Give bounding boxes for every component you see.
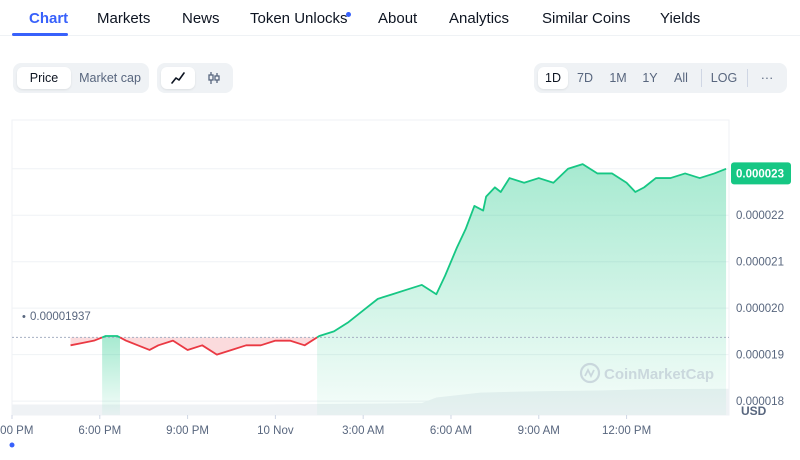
x-tick-label: 9:00 PM	[166, 425, 209, 437]
y-tick-label: 0.000021	[736, 257, 784, 269]
market-cap-button[interactable]: Market cap	[79, 71, 141, 85]
y-axis: 0.0000230.0000220.0000210.0000200.000019…	[736, 210, 784, 408]
price-line-down	[119, 336, 318, 356]
x-tick-label: 3:00 PM	[0, 425, 33, 437]
price-line-group	[70, 163, 727, 356]
x-tick-label: 6:00 AM	[430, 425, 472, 437]
range-1y-button[interactable]: 1Y	[642, 71, 658, 85]
price-fill-up	[317, 164, 727, 415]
y-tick-label: 0.000018	[736, 396, 784, 408]
x-tick-label: 12:00 PM	[602, 425, 651, 437]
range-1d-button[interactable]: 1D	[538, 67, 568, 89]
x-tick-label: 3:00 AM	[342, 425, 384, 437]
tab-chart[interactable]: Chart	[29, 10, 69, 27]
tab-news[interactable]: News	[182, 10, 220, 27]
metric-toggle: Price Market cap	[13, 63, 149, 93]
tab-markets[interactable]: Markets	[97, 10, 151, 27]
line-chart-icon[interactable]	[161, 67, 195, 89]
candlestick-icon[interactable]	[197, 67, 231, 89]
watermark-text: CoinMarketCap	[604, 366, 714, 383]
notification-dot	[346, 12, 351, 17]
price-line-up	[316, 163, 727, 339]
price-fill-up	[102, 336, 120, 415]
price-line-up	[101, 335, 121, 339]
y-axis-unit: USD	[741, 404, 767, 418]
price-chart[interactable]: CoinMarketCap 0.000023 0.000022 0.000021 0.…	[0, 110, 800, 460]
time-range-selector: 1D 7D 1M 1Y All LOG ···	[534, 63, 787, 93]
top-nav: Chart Markets News Token Unlocks About A…	[0, 0, 800, 36]
price-button[interactable]: Price	[17, 67, 71, 89]
range-7d-button[interactable]: 7D	[577, 71, 593, 85]
more-options-button[interactable]: ···	[760, 71, 774, 85]
log-scale-button[interactable]: LOG	[710, 71, 738, 85]
tab-token-unlocks[interactable]: Token Unlocks	[250, 10, 348, 27]
x-axis-marker	[9, 442, 15, 448]
chart-style-toggle	[157, 63, 233, 93]
active-tab-indicator	[12, 33, 68, 36]
price-chart-svg: CoinMarketCap 0.000023 0.000022 0.000021 0.…	[0, 119, 791, 448]
tab-about[interactable]: About	[378, 10, 418, 27]
baseline-price-label: 0.00001937	[30, 311, 91, 323]
x-tick-label: 9:00 AM	[518, 425, 560, 437]
tab-similar-coins[interactable]: Similar Coins	[542, 10, 631, 27]
toolbar-divider	[747, 69, 748, 87]
x-tick-label: 6:00 PM	[78, 425, 121, 437]
range-1m-button[interactable]: 1M	[609, 71, 627, 85]
x-axis: 3:00 PM 6:00 PM 9:00 PM 10 Nov 3:00 AM 6:00 A…	[0, 415, 651, 448]
toolbar-divider	[701, 69, 702, 87]
current-price-label: 0.000023	[736, 168, 784, 180]
range-all-button[interactable]: All	[674, 71, 688, 85]
baseline-marker: •	[22, 311, 26, 323]
y-tick-label: 0.000020	[736, 303, 784, 315]
tab-yields[interactable]: Yields	[660, 10, 701, 27]
y-tick-label: 0.000022	[736, 210, 784, 222]
current-price-badge	[731, 162, 791, 185]
coinmarketcap-watermark: CoinMarketCap	[579, 362, 714, 384]
price-line-down	[70, 336, 103, 347]
x-tick-label: 10 Nov	[257, 425, 294, 437]
y-tick-label: 0.000019	[736, 350, 784, 362]
tab-analytics[interactable]: Analytics	[449, 10, 510, 27]
